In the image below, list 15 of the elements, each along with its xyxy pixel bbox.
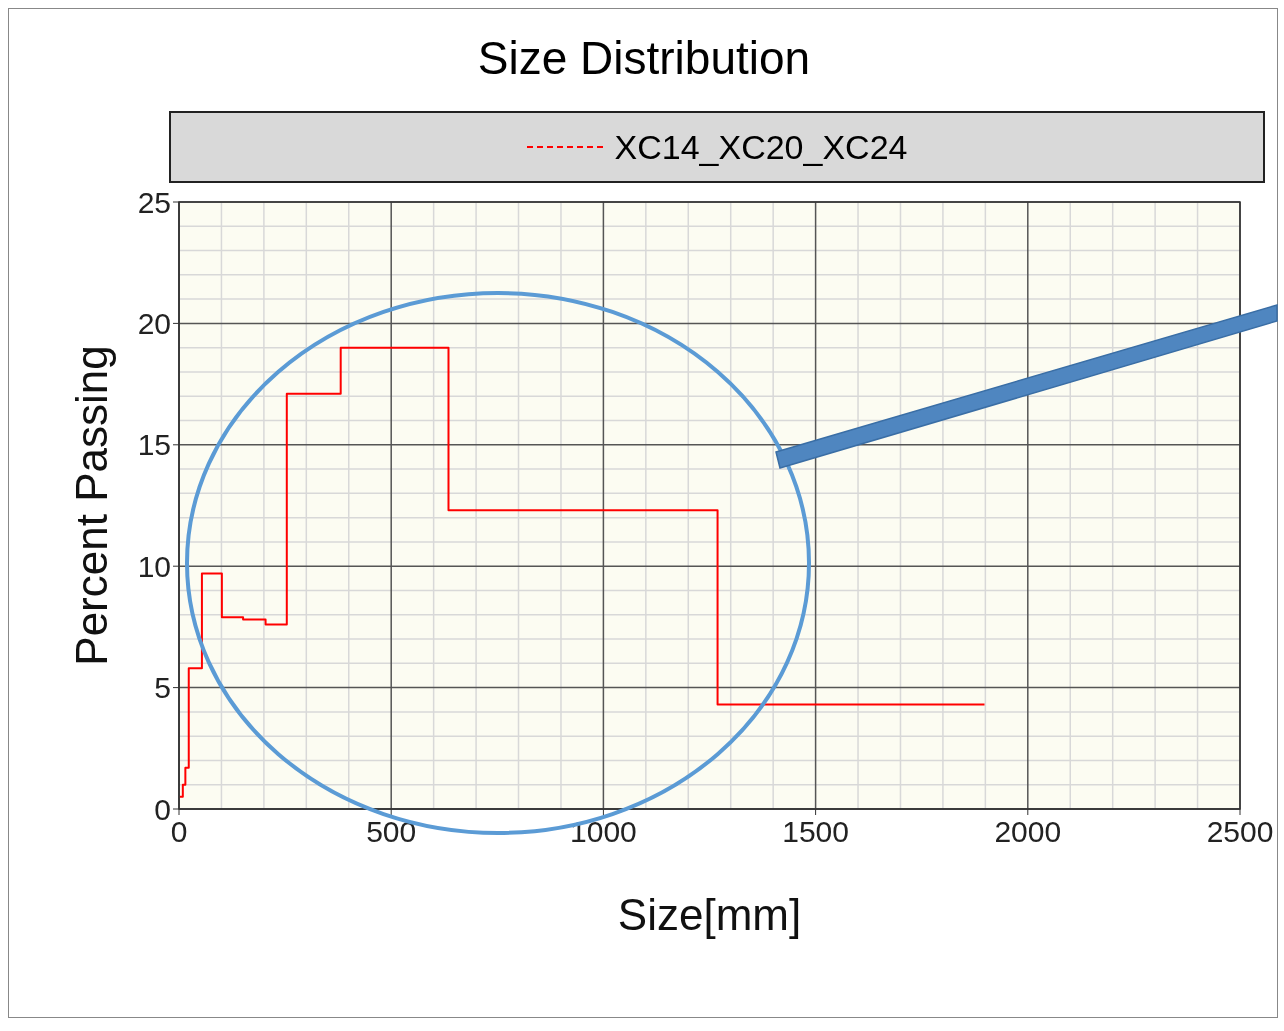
x-tick-label: 2000 — [994, 815, 1062, 849]
x-tick-label: 1500 — [782, 815, 849, 849]
x-tick-label: 500 — [366, 815, 417, 849]
chart-title: Size Distribution — [476, 31, 812, 85]
y-tick-label: 20 — [137, 307, 171, 341]
x-axis-title: Size[mm] — [617, 890, 802, 940]
y-tick-label: 25 — [137, 185, 171, 219]
legend-label: XC14_XC20_XC24 — [614, 127, 908, 167]
y-axis-title: Percent Passing — [66, 345, 116, 666]
y-tick-label: 10 — [137, 549, 171, 583]
x-tick-label: 1000 — [570, 815, 637, 849]
x-tick-label: 2500 — [1206, 815, 1274, 849]
y-tick-label: 15 — [137, 428, 171, 462]
y-tick-label: 0 — [154, 792, 171, 826]
y-tick-label: 5 — [154, 671, 171, 705]
